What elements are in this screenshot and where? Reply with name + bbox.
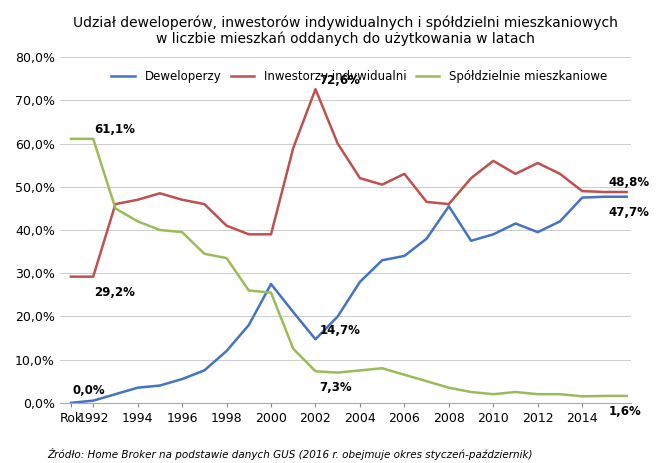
Inwestorzy indywidualni bbox=[312, 87, 320, 92]
Spółdzielnie mieszkaniowe bbox=[111, 206, 119, 211]
Inwestorzy indywidualni bbox=[67, 274, 75, 280]
Spółdzielnie mieszkaniowe bbox=[89, 136, 97, 142]
Inwestorzy indywidualni bbox=[445, 201, 453, 207]
Spółdzielnie mieszkaniowe bbox=[378, 365, 386, 371]
Spółdzielnie mieszkaniowe bbox=[489, 391, 497, 397]
Deweloperzy bbox=[556, 219, 564, 224]
Inwestorzy indywidualni bbox=[467, 175, 475, 181]
Deweloperzy bbox=[67, 400, 75, 406]
Text: 61,1%: 61,1% bbox=[94, 123, 135, 136]
Inwestorzy indywidualni bbox=[423, 199, 431, 205]
Text: 48,8%: 48,8% bbox=[608, 176, 650, 189]
Text: 29,2%: 29,2% bbox=[94, 286, 135, 299]
Deweloperzy bbox=[267, 281, 275, 287]
Spółdzielnie mieszkaniowe bbox=[511, 389, 519, 395]
Deweloperzy bbox=[467, 238, 475, 244]
Spółdzielnie mieszkaniowe bbox=[267, 290, 275, 295]
Deweloperzy bbox=[89, 398, 97, 403]
Deweloperzy bbox=[312, 337, 320, 342]
Inwestorzy indywidualni bbox=[489, 158, 497, 163]
Inwestorzy indywidualni bbox=[578, 188, 586, 194]
Spółdzielnie mieszkaniowe bbox=[467, 389, 475, 395]
Line: Inwestorzy indywidualni: Inwestorzy indywidualni bbox=[71, 89, 626, 277]
Deweloperzy bbox=[200, 368, 208, 373]
Inwestorzy indywidualni bbox=[556, 171, 564, 176]
Spółdzielnie mieszkaniowe bbox=[600, 393, 608, 399]
Spółdzielnie mieszkaniowe bbox=[289, 346, 297, 351]
Spółdzielnie mieszkaniowe bbox=[534, 391, 542, 397]
Inwestorzy indywidualni bbox=[534, 160, 542, 166]
Deweloperzy bbox=[622, 194, 630, 200]
Spółdzielnie mieszkaniowe bbox=[156, 227, 164, 233]
Deweloperzy bbox=[222, 348, 230, 354]
Deweloperzy bbox=[489, 232, 497, 237]
Spółdzielnie mieszkaniowe bbox=[445, 385, 453, 390]
Inwestorzy indywidualni bbox=[156, 190, 164, 196]
Inwestorzy indywidualni bbox=[200, 201, 208, 207]
Deweloperzy bbox=[334, 313, 342, 319]
Spółdzielnie mieszkaniowe bbox=[178, 229, 186, 235]
Deweloperzy bbox=[245, 322, 253, 328]
Spółdzielnie mieszkaniowe bbox=[222, 255, 230, 261]
Deweloperzy bbox=[534, 229, 542, 235]
Spółdzielnie mieszkaniowe bbox=[67, 136, 75, 142]
Spółdzielnie mieszkaniowe bbox=[312, 369, 320, 374]
Deweloperzy bbox=[289, 309, 297, 315]
Text: 0,0%: 0,0% bbox=[72, 384, 105, 398]
Deweloperzy bbox=[133, 385, 141, 390]
Inwestorzy indywidualni bbox=[89, 274, 97, 280]
Text: 7,3%: 7,3% bbox=[320, 381, 352, 394]
Spółdzielnie mieszkaniowe bbox=[556, 391, 564, 397]
Line: Spółdzielnie mieszkaniowe: Spółdzielnie mieszkaniowe bbox=[71, 139, 626, 396]
Spółdzielnie mieszkaniowe bbox=[401, 372, 409, 377]
Inwestorzy indywidualni bbox=[356, 175, 364, 181]
Spółdzielnie mieszkaniowe bbox=[245, 288, 253, 293]
Spółdzielnie mieszkaniowe bbox=[622, 393, 630, 399]
Inwestorzy indywidualni bbox=[600, 189, 608, 195]
Deweloperzy bbox=[445, 203, 453, 209]
Text: 14,7%: 14,7% bbox=[320, 324, 360, 337]
Spółdzielnie mieszkaniowe bbox=[578, 394, 586, 399]
Deweloperzy bbox=[378, 257, 386, 263]
Text: Źródło: Home Broker na podstawie danych GUS (2016 r. obejmuje okres styczeń-paźd: Źródło: Home Broker na podstawie danych … bbox=[47, 448, 533, 460]
Deweloperzy bbox=[156, 383, 164, 388]
Inwestorzy indywidualni bbox=[378, 182, 386, 188]
Text: 72,6%: 72,6% bbox=[320, 74, 360, 87]
Deweloperzy bbox=[111, 391, 119, 397]
Spółdzielnie mieszkaniowe bbox=[423, 378, 431, 384]
Title: Udział deweloperów, inwestorów indywidualnych i spółdzielni mieszkaniowych
w lic: Udział deweloperów, inwestorów indywidua… bbox=[73, 15, 618, 46]
Deweloperzy bbox=[600, 194, 608, 200]
Deweloperzy bbox=[511, 221, 519, 226]
Inwestorzy indywidualni bbox=[178, 197, 186, 202]
Text: 1,6%: 1,6% bbox=[608, 405, 641, 419]
Inwestorzy indywidualni bbox=[334, 141, 342, 146]
Inwestorzy indywidualni bbox=[289, 145, 297, 150]
Inwestorzy indywidualni bbox=[245, 232, 253, 237]
Inwestorzy indywidualni bbox=[401, 171, 409, 176]
Deweloperzy bbox=[578, 195, 586, 200]
Deweloperzy bbox=[178, 376, 186, 382]
Spółdzielnie mieszkaniowe bbox=[334, 370, 342, 375]
Inwestorzy indywidualni bbox=[622, 189, 630, 195]
Inwestorzy indywidualni bbox=[133, 197, 141, 202]
Spółdzielnie mieszkaniowe bbox=[356, 368, 364, 373]
Inwestorzy indywidualni bbox=[222, 223, 230, 228]
Spółdzielnie mieszkaniowe bbox=[133, 219, 141, 224]
Deweloperzy bbox=[401, 253, 409, 259]
Inwestorzy indywidualni bbox=[511, 171, 519, 176]
Deweloperzy bbox=[356, 279, 364, 285]
Inwestorzy indywidualni bbox=[267, 232, 275, 237]
Spółdzielnie mieszkaniowe bbox=[200, 251, 208, 257]
Inwestorzy indywidualni bbox=[111, 201, 119, 207]
Line: Deweloperzy: Deweloperzy bbox=[71, 197, 626, 403]
Text: 47,7%: 47,7% bbox=[608, 206, 649, 219]
Legend: Deweloperzy, Inwestorzy indywidualni, Spółdzielnie mieszkaniowe: Deweloperzy, Inwestorzy indywidualni, Sp… bbox=[111, 70, 607, 83]
Deweloperzy bbox=[423, 236, 431, 241]
